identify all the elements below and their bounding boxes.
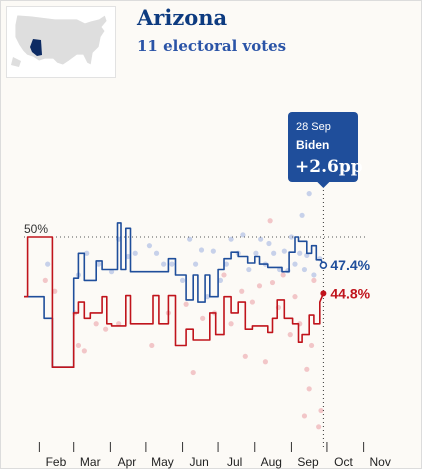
poll-dot-dem [217,277,224,283]
poll-dot-dem [306,191,312,197]
poll-dot-dem [281,248,287,254]
x-axis: Feb Mar Apr May Jun Jul Aug Sep Oct Nov [38,442,391,469]
poll-dot-rep [200,315,206,321]
poll-dot-dem [45,261,51,267]
poll-dot-dem [179,277,186,283]
poll-dot-dem [146,243,153,249]
trend-line-trump [24,236,325,369]
poll-dot-dem [132,250,138,256]
x-tick-label: Jul [227,455,242,469]
tooltip-box [288,112,358,182]
poll-dot-dem [271,250,277,256]
state-title: Arizona [137,5,228,30]
poll-dot-dem [292,261,298,267]
poll-dot-rep [75,342,82,349]
tooltip-date: 28 Sep [296,121,331,133]
poll-dot-dem [301,266,308,273]
electoral-votes-subtitle: 11 electoral votes [137,37,287,55]
poll-dot-dem [277,266,283,273]
poll-dot-dem [125,253,131,260]
poll-dot-dem [266,240,272,247]
poll-dot-rep [292,294,298,300]
poll-dot-dem [108,269,115,275]
poll-dot-rep [304,366,310,372]
end-label-trump: 44.8% [330,285,370,301]
poll-dot-rep [301,413,308,419]
poll-dot-rep [52,288,58,294]
poll-dot-rep [242,353,248,359]
poll-dot-dem [288,234,295,240]
x-tick-label: May [151,455,174,469]
poll-dot-dem [187,236,193,242]
poll-dot-dem [204,294,211,300]
poll-dot-dem [223,261,229,267]
end-label-biden: 47.4% [330,257,370,273]
poll-dot-dem [246,266,252,273]
poll-dot-dem [210,248,216,254]
poll-dot-rep [311,277,317,283]
poll-dot-rep [116,321,122,327]
poll-dot-dem [161,261,167,267]
poll-dot-rep [228,321,234,327]
poll-dot-dem [192,261,199,267]
poll-dot-rep [183,301,189,307]
tooltip: 28 Sep Biden +2.6pp [288,112,363,188]
poll-dot-dem [153,250,160,256]
poll-dot-rep [262,359,268,365]
poll-dot-rep [280,272,286,278]
arizona-highlight [30,39,42,56]
poll-dot-rep [269,279,276,286]
fifty-percent-label: 50% [24,222,48,236]
poll-dot-dem [311,272,317,278]
poll-dot-rep [267,218,273,224]
poll-dot-dem [95,261,102,267]
poll-dot-rep [308,342,315,349]
trend-line-biden [24,222,325,369]
tooltip-margin: +2.6pp [295,157,363,177]
poll-dot-rep [249,299,255,305]
poll-dot-rep [190,369,196,376]
x-tick-label: Sep [297,455,319,469]
poll-dots [42,191,324,430]
x-tick-label: Nov [370,455,391,469]
poll-dot-dem [258,236,264,242]
poll-dot-dem [84,250,90,256]
end-labels: 47.4% 44.8% [319,257,371,301]
trend-lines [24,222,325,369]
poll-dot-rep [316,424,322,430]
end-marker-biden [319,261,328,270]
us-map-icon [6,6,116,78]
poll-dot-rep [42,277,48,283]
poll-dot-dem [297,250,303,256]
poll-dot-dem [169,261,175,267]
poll-dot-rep [81,348,87,354]
poll-dot-rep [256,283,263,289]
poll-dot-dem [299,212,305,218]
poll-dot-dem [228,236,234,242]
poll-dot-rep [306,386,312,392]
poll-dot-rep [318,407,324,414]
poll-dot-rep [103,326,109,332]
poll-dot-rep [93,321,99,327]
tooltip-candidate: Biden [296,138,329,152]
end-marker-trump [320,290,327,297]
x-tick-label: Apr [118,455,137,469]
poll-dot-rep [149,342,155,349]
poll-dot-dem [304,252,310,259]
poll-dot-dem [253,250,259,256]
x-tick-label: Aug [261,455,282,469]
x-tick-label: Mar [80,455,101,469]
x-tick-label: Oct [334,455,353,469]
x-tick-label: Feb [46,455,67,469]
poll-dot-rep [221,272,227,278]
poll-dot-dem [198,247,205,253]
poll-dot-dem [240,232,246,238]
poll-dot-rep [287,332,293,338]
poll-dot-rep [239,288,245,294]
tooltip-pointer [317,182,330,188]
x-tick-label: Jun [189,455,208,469]
